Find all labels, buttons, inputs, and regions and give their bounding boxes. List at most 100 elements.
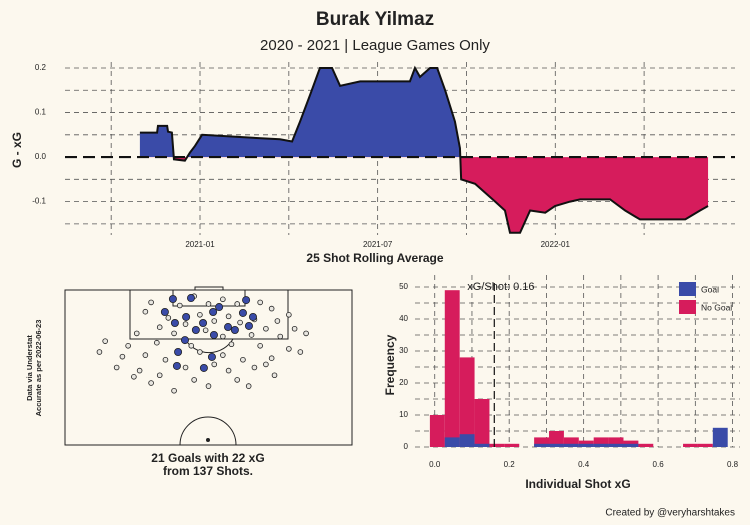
shot — [180, 336, 189, 345]
shot — [182, 312, 191, 321]
shot — [248, 332, 255, 338]
shot — [156, 324, 163, 331]
y-tick-label: 20 — [399, 378, 408, 387]
legend-label: No Goal — [701, 302, 732, 312]
shot — [263, 361, 269, 368]
y-tick-label: 50 — [399, 282, 408, 291]
histogram-bar — [563, 437, 579, 447]
shot — [303, 330, 309, 337]
shot — [160, 308, 169, 317]
histogram-bar — [474, 443, 490, 447]
histogram-bar — [563, 443, 579, 447]
shot — [174, 347, 183, 356]
histogram-bar — [608, 437, 624, 447]
histogram-bar — [578, 443, 594, 447]
x-tick-label: 0.4 — [578, 460, 590, 469]
histogram-bar — [712, 427, 728, 447]
shot — [244, 321, 253, 330]
histogram-bar — [459, 434, 475, 447]
shot — [271, 372, 278, 379]
shot — [148, 299, 154, 306]
y-tick-label: -0.1 — [32, 197, 46, 206]
shot — [238, 308, 247, 317]
shot — [131, 373, 137, 380]
histogram-bar — [429, 415, 445, 447]
shot — [225, 367, 232, 374]
histogram-bar — [549, 431, 564, 447]
shot — [136, 367, 143, 374]
shot — [225, 313, 232, 320]
histogram-bar — [683, 443, 698, 447]
shot — [205, 301, 212, 307]
histogram-bar — [549, 443, 564, 447]
shot — [220, 333, 226, 340]
area-negative — [139, 157, 709, 233]
shot — [211, 318, 218, 324]
shot — [209, 330, 218, 339]
shot — [125, 342, 131, 349]
shot — [257, 299, 263, 306]
shot — [197, 349, 203, 355]
shot — [119, 353, 126, 360]
histogram-bar — [459, 357, 475, 447]
shot — [268, 305, 275, 312]
shot — [291, 325, 298, 332]
shot — [199, 363, 208, 372]
histogram-bar — [444, 290, 460, 447]
shot — [172, 361, 181, 370]
shot — [165, 315, 172, 321]
shot — [240, 356, 246, 363]
histogram-bar — [534, 437, 550, 447]
histogram-bar — [697, 443, 713, 447]
data-note: Accurate as per 2022-06-23 — [34, 320, 43, 417]
legend-swatch — [679, 300, 696, 314]
shot — [182, 364, 189, 371]
shot — [162, 356, 169, 363]
shot — [274, 318, 281, 324]
shot — [245, 383, 252, 389]
shot — [277, 333, 284, 340]
histogram-bar — [534, 443, 550, 447]
shot-summary: 21 Goals with 22 xG — [151, 451, 264, 465]
shot — [220, 352, 226, 358]
shot — [156, 372, 163, 379]
legend-swatch — [679, 282, 696, 296]
shot — [209, 308, 218, 317]
shot — [286, 346, 292, 352]
shot — [142, 352, 149, 358]
x-tick-label: 0.0 — [429, 460, 441, 469]
line — [139, 65, 709, 234]
y-tick-label: 0.1 — [35, 108, 47, 117]
shot — [186, 294, 195, 303]
shot — [228, 341, 235, 348]
shot — [191, 377, 197, 383]
shot — [171, 387, 177, 394]
y-axis-title: G - xG — [10, 132, 24, 168]
shot — [202, 327, 209, 334]
shot — [96, 349, 103, 355]
pitch — [64, 286, 353, 446]
histogram-bar — [489, 443, 505, 447]
histogram-bar — [623, 443, 639, 447]
histogram-bar — [593, 443, 609, 447]
title: Burak Yilmaz — [316, 9, 434, 30]
shot — [211, 361, 218, 368]
histogram-bar — [593, 437, 609, 447]
legend-label: Goal — [701, 284, 719, 294]
shot — [248, 312, 257, 321]
x-tick-label: 2021-01 — [185, 240, 215, 249]
shot — [113, 364, 120, 371]
mean-label: xG/Shot: 0.16 — [467, 281, 534, 293]
x-tick-label: 0.2 — [504, 460, 516, 469]
shot — [191, 325, 200, 334]
histogram-bar — [608, 443, 624, 447]
y-tick-label: 0.2 — [35, 63, 47, 72]
shot — [133, 330, 140, 337]
shot — [230, 325, 239, 334]
data-note: Data via Understat — [25, 335, 34, 401]
shot — [263, 325, 269, 332]
shot — [142, 308, 149, 315]
shot — [197, 311, 203, 318]
y-axis-title: Frequency — [383, 334, 397, 395]
x-axis-title: Individual Shot xG — [525, 477, 630, 491]
